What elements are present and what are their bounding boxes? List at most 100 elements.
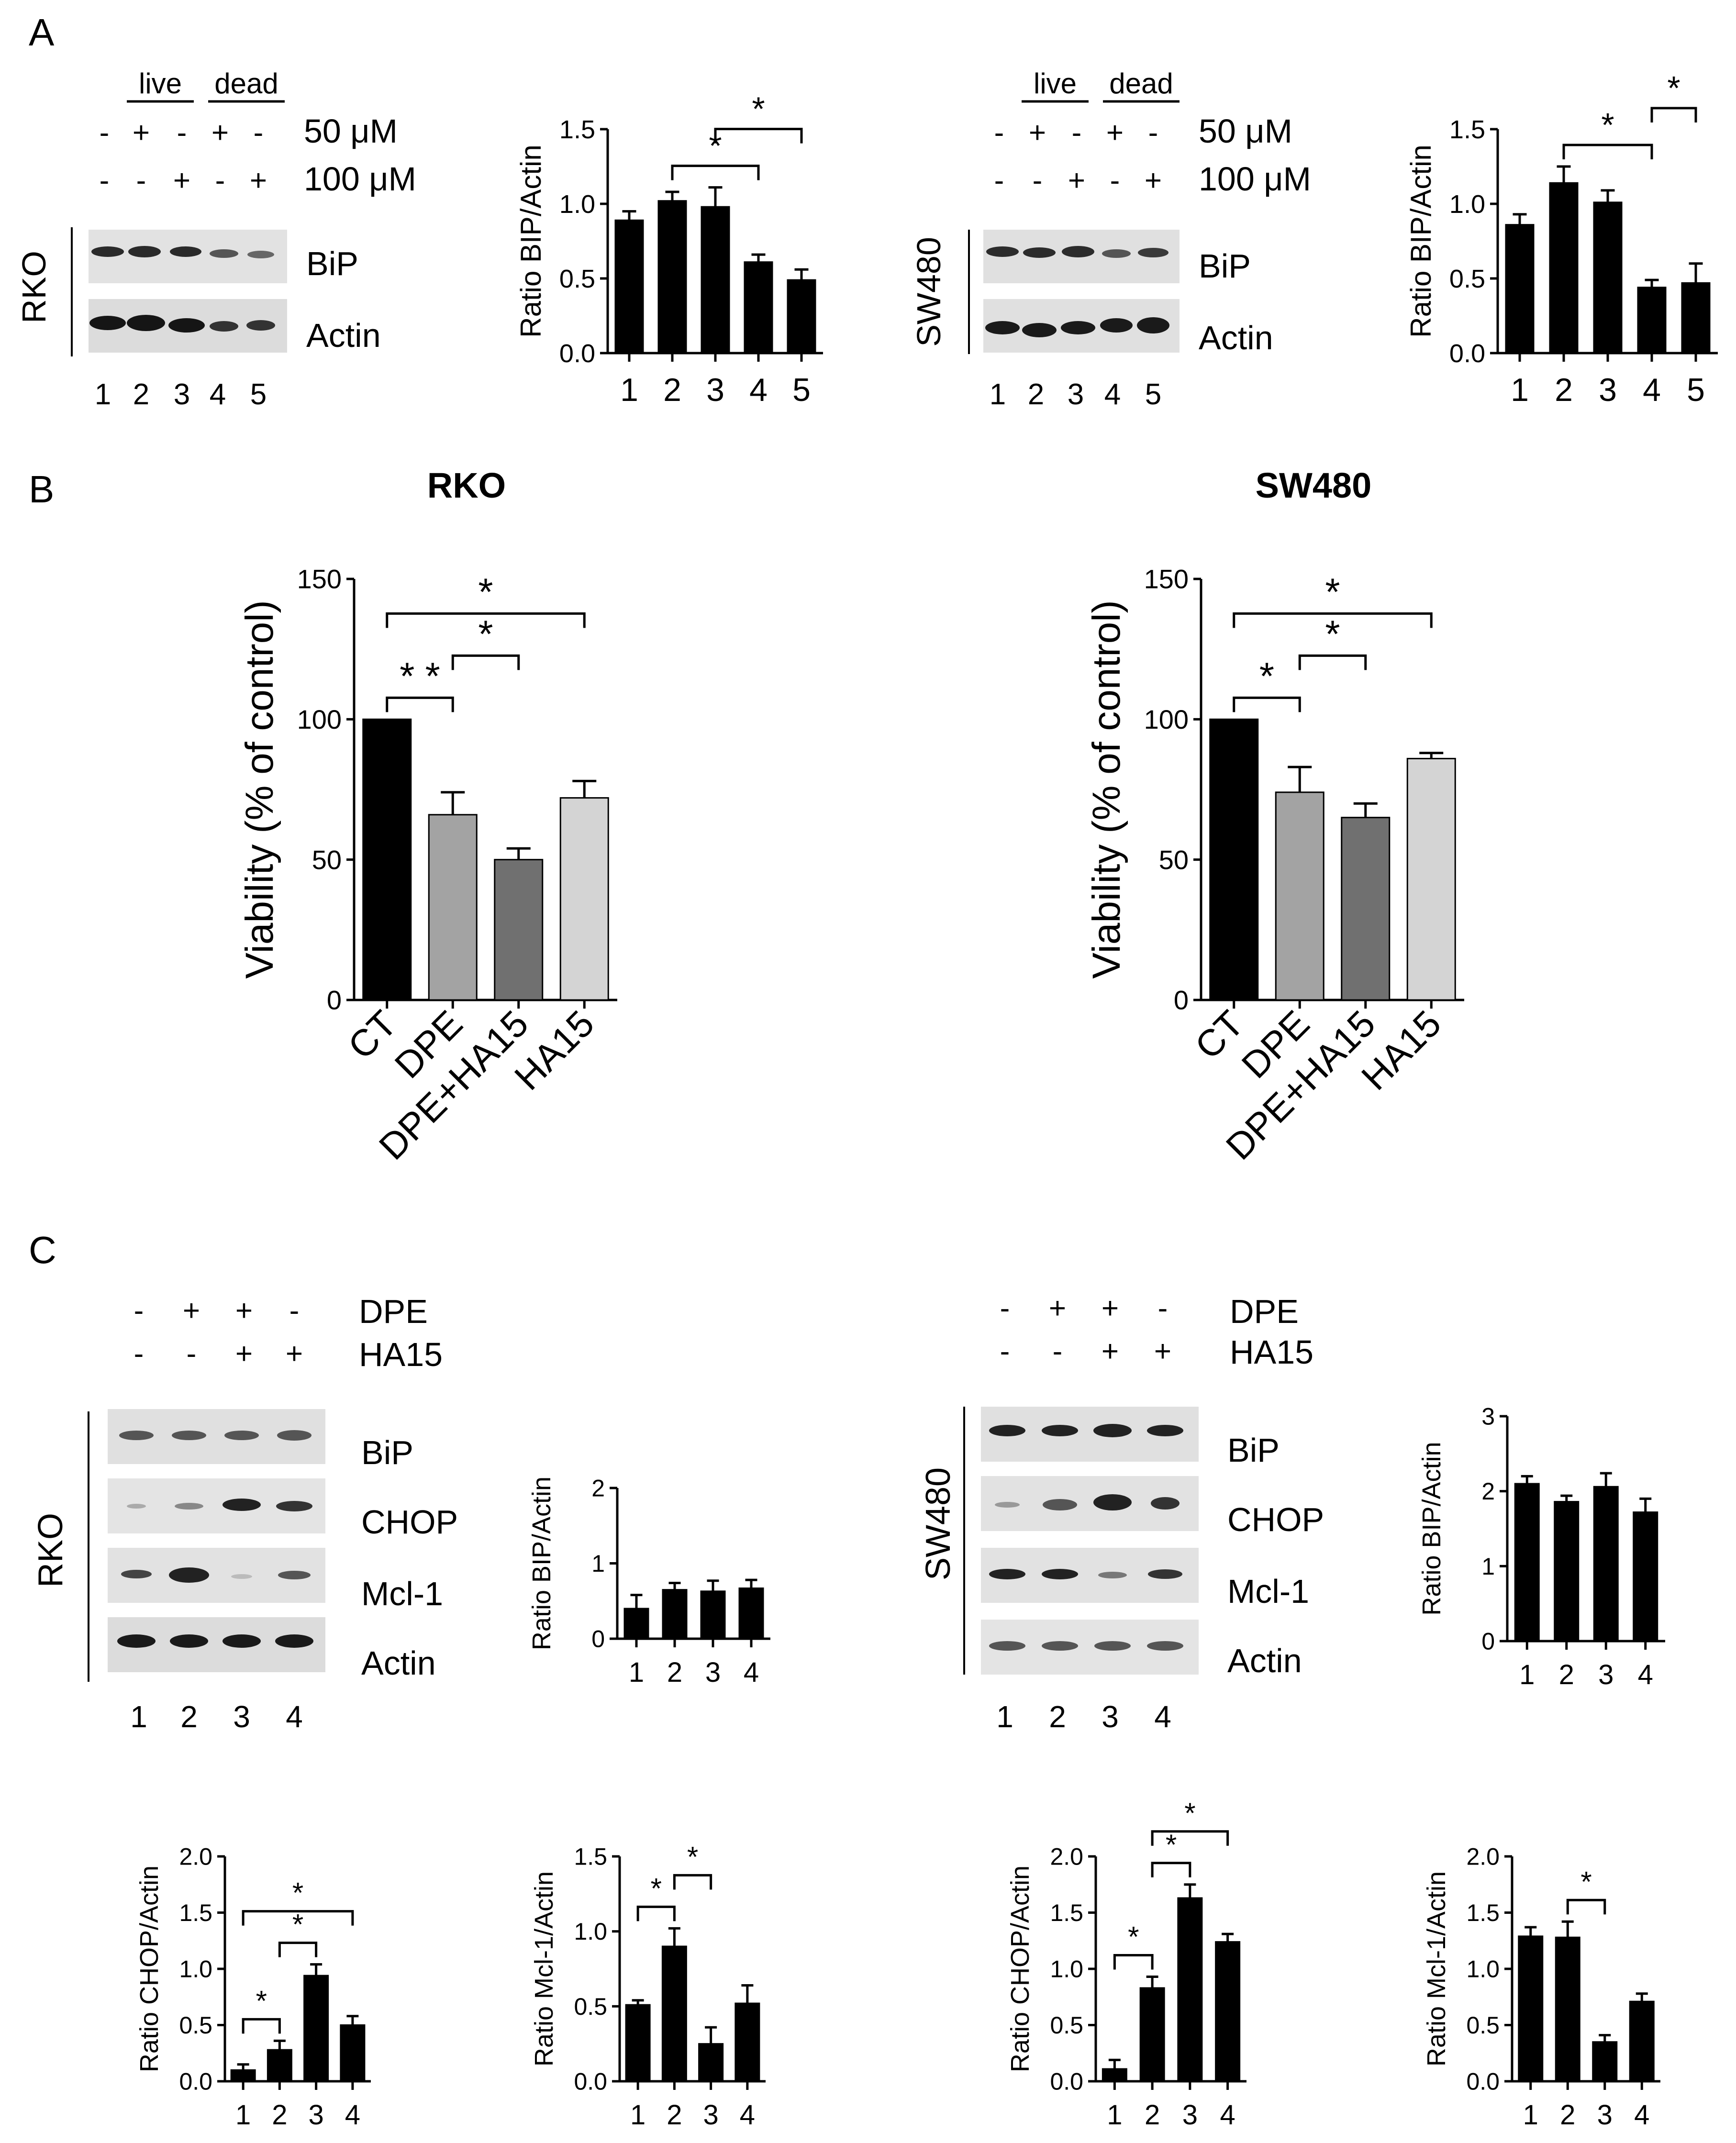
- sign: +: [1106, 116, 1124, 149]
- bar: [1505, 224, 1535, 354]
- bar: [1549, 182, 1579, 354]
- y-tick-label: 1.0: [559, 190, 595, 219]
- significance-bracket: [242, 1910, 354, 1926]
- bar: [1275, 791, 1324, 1001]
- bar: [1593, 201, 1623, 354]
- bar: [744, 261, 773, 354]
- sign: -: [134, 1294, 144, 1327]
- band-label-mcl1: Mcl-1: [1227, 1573, 1309, 1610]
- bar: [494, 859, 544, 1001]
- condition-row-ha15: - - + +: [1000, 1335, 1171, 1368]
- y-tick-label: 0.5: [1050, 2012, 1083, 2039]
- bar: [428, 814, 478, 1001]
- significance-bracket: [451, 654, 520, 670]
- blot-a-rko: live dead - + - + - 50 μM - - + - + 100 …: [15, 67, 416, 411]
- lane-number: 3: [1068, 378, 1084, 411]
- significance-bracket: [671, 165, 760, 180]
- sign: -: [994, 164, 1004, 197]
- y-tick-label: 100: [1144, 704, 1189, 734]
- y-tick-label: 0.5: [574, 1993, 607, 2020]
- bar: [1406, 757, 1456, 1001]
- bar: [1177, 1897, 1203, 2082]
- y-tick-label: 150: [297, 564, 342, 594]
- significance-bracket: [1298, 654, 1367, 670]
- y-tick-label: 0: [1174, 985, 1189, 1015]
- x-tick-label: 5: [1687, 372, 1705, 408]
- x-tick-label: 4: [345, 2099, 360, 2131]
- lane-number: 4: [286, 1699, 303, 1734]
- y-tick-label: 50: [1159, 844, 1189, 875]
- y-tick-label: 0.0: [1050, 2068, 1083, 2095]
- lane-numbers: 1 2 3 4: [130, 1699, 303, 1734]
- significance-bracket: [714, 128, 803, 144]
- condition-row-ha15: - - + +: [134, 1337, 303, 1370]
- lane-number: 3: [233, 1699, 250, 1734]
- significance-star: *: [292, 1877, 303, 1909]
- x-tick-label: 4: [740, 2099, 755, 2131]
- bar: [698, 2043, 724, 2082]
- significance-star: *: [1667, 69, 1680, 107]
- sign: +: [1154, 1335, 1171, 1368]
- bar: [1514, 1483, 1540, 1642]
- x-tick-label: 1: [629, 1657, 644, 1688]
- y-tick-label: 1.5: [1050, 1899, 1083, 1926]
- sign: -: [100, 164, 110, 197]
- band-label-actin: Actin: [361, 1644, 436, 1682]
- y-tick-label: 1.0: [574, 1918, 607, 1945]
- y-axis-label: Ratio BIP/Actin: [527, 1477, 556, 1650]
- bar: [1518, 1935, 1544, 2082]
- band-label-mcl1: Mcl-1: [361, 1575, 443, 1612]
- blot-c-sw480: - + + - DPE - - + + HA15 SW480 BiP CHOP …: [919, 1292, 1324, 1734]
- lane-number: 5: [1145, 378, 1161, 411]
- significance-star: *: [1166, 1829, 1177, 1861]
- condition-label-ha15: HA15: [359, 1336, 443, 1373]
- significance-bracket: [1233, 612, 1433, 628]
- bar: [662, 1589, 688, 1640]
- sign: +: [250, 164, 267, 197]
- x-tick-label: 1: [620, 372, 638, 408]
- lane-number: 2: [180, 1699, 198, 1734]
- condition-row-dpe: - + + -: [134, 1294, 300, 1327]
- significance-star: *: [478, 612, 493, 655]
- significance-bracket: [673, 1874, 712, 1890]
- y-tick-label: 0.0: [559, 339, 595, 368]
- y-tick-label: 2.0: [1466, 1843, 1500, 1870]
- bar: [1209, 718, 1259, 1001]
- bar: [623, 1608, 649, 1640]
- significance-bracket: [1113, 1954, 1154, 1970]
- lane-number: 4: [210, 378, 226, 411]
- y-tick-label: 0: [327, 985, 342, 1015]
- x-tick-label: 3: [706, 372, 724, 408]
- y-tick-label: 1.0: [1050, 1956, 1083, 1983]
- condition-label-100um: 100 μM: [304, 160, 416, 198]
- lane-numbers: 1 2 3 4: [996, 1699, 1171, 1734]
- significance-star: *: [1580, 1865, 1591, 1898]
- bar: [657, 200, 687, 354]
- y-axis-label: Ratio Mcl-1/Actin: [1422, 1871, 1451, 2066]
- y-axis-label: Ratio BIP/Actin: [515, 144, 547, 338]
- x-tick-label: 1: [630, 2099, 645, 2131]
- sign: +: [211, 116, 229, 149]
- bar: [1215, 1941, 1241, 2082]
- x-tick-label: 3: [1597, 2099, 1613, 2131]
- sign: -: [289, 1294, 300, 1327]
- y-axis-label: Ratio BIP/Actin: [1405, 144, 1437, 338]
- significance-star: *: [1184, 1797, 1195, 1829]
- cell-line-label: RKO: [15, 251, 53, 323]
- y-tick-label: 1.0: [179, 1956, 212, 1983]
- panel-letter-a: A: [29, 11, 55, 54]
- sign: -: [134, 1337, 144, 1370]
- bar: [738, 1587, 764, 1640]
- bar: [267, 2049, 292, 2082]
- bar: [1637, 287, 1667, 354]
- bar: [1681, 282, 1711, 354]
- sign: -: [1000, 1335, 1010, 1368]
- significance-bracket: [278, 1942, 318, 1957]
- group-label-dead: dead: [1109, 67, 1173, 100]
- condition-label-50um: 50 μM: [1199, 112, 1292, 150]
- sign: -: [254, 116, 264, 149]
- y-tick-label: 1.5: [1466, 1899, 1500, 1926]
